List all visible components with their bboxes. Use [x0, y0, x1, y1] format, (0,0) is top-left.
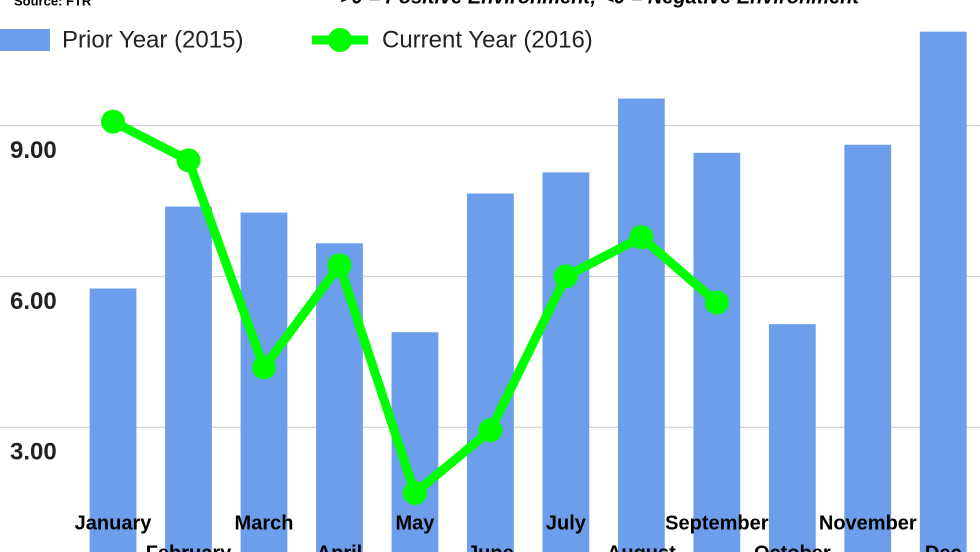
x-tick-label: Dec [925, 542, 962, 552]
line-point [629, 225, 654, 250]
line-point [176, 148, 201, 173]
line-point [402, 481, 427, 506]
y-tick-label: 9.00 [10, 137, 57, 164]
bar [919, 31, 967, 552]
line-point [704, 290, 729, 315]
x-tick-label: November [819, 512, 917, 534]
legend-label: Prior Year (2015) [62, 26, 243, 53]
x-tick-label: July [546, 512, 587, 534]
x-tick-label: August [607, 542, 676, 552]
bar [467, 193, 514, 552]
bar [240, 212, 288, 552]
bar [165, 206, 212, 552]
legend-label: Current Year (2016) [382, 26, 593, 53]
legend-swatch [0, 29, 50, 51]
x-tick-label: March [235, 512, 294, 534]
x-tick-label: June [467, 542, 514, 552]
line-point [327, 253, 352, 278]
line-point [251, 355, 276, 380]
x-tick-label: April [317, 542, 363, 552]
bars [89, 31, 967, 552]
source: Source: FTR [14, 0, 92, 8]
bar [617, 98, 665, 552]
y-tick-label: 3.00 [10, 439, 57, 466]
bar [693, 152, 741, 552]
line-point [101, 109, 126, 134]
bar [316, 243, 363, 552]
legend: Prior Year (2015) Current Year (2016) [0, 26, 593, 53]
line-point [553, 264, 578, 289]
bar [89, 288, 137, 552]
legend-swatch [328, 28, 352, 52]
line-point [478, 418, 503, 443]
x-tick-label: May [395, 512, 435, 534]
x-tick-label: February [146, 542, 232, 552]
bar [844, 144, 892, 552]
y-tick-label: 6.00 [10, 288, 57, 315]
subtitle: >0 = Positive Environment; <0 = Negative… [340, 0, 860, 8]
bar [768, 324, 816, 552]
x-tick-label: September [665, 512, 769, 534]
x-tick-label: October [754, 542, 831, 552]
lines [101, 109, 729, 506]
bar [542, 172, 590, 552]
x-tick-label: January [75, 512, 153, 534]
labels: 3.00 6.00 9.00 January FebruaryMarch April May… [10, 137, 962, 552]
